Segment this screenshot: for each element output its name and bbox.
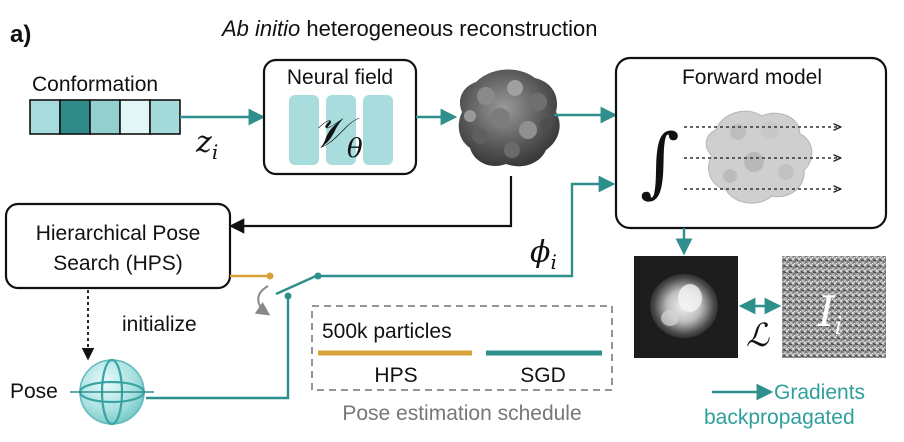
- arrow-pose-to-forward: [318, 175, 616, 278]
- hps-line-1: Hierarchical Pose: [36, 222, 201, 245]
- schedule-particles: 500k particles: [322, 320, 452, 343]
- title-italic: Ab initio: [220, 16, 300, 41]
- panel-label: a): [10, 21, 31, 48]
- pose-phi: ϕ: [530, 235, 550, 270]
- neural-field-label: Neural field: [287, 66, 393, 89]
- pose-to-switch-line: [146, 296, 290, 400]
- hps-box: [4, 202, 232, 290]
- latent-sub: i: [212, 140, 218, 164]
- latent-symbol: zi: [195, 125, 218, 164]
- conformation-cell: [29, 99, 61, 135]
- observed-image: Ii: [782, 256, 886, 358]
- title-rest: heterogeneous reconstruction: [300, 16, 597, 41]
- conformation-cell: [149, 99, 181, 135]
- initialize-label: initialize: [122, 313, 197, 336]
- conformation-cell: [119, 99, 151, 135]
- gradients-line-1: Gradients: [774, 381, 865, 404]
- schedule-hps-label: HPS: [374, 364, 417, 387]
- pose-label: Pose: [10, 380, 58, 403]
- observed-sub: i: [835, 312, 843, 340]
- conformation-cell: [59, 99, 91, 135]
- loss-symbol: ℒ: [746, 316, 770, 354]
- conformation-vector: [29, 99, 181, 135]
- conformation-cell: [89, 99, 121, 135]
- diagram-title: Ab initio heterogeneous reconstruction: [220, 16, 597, 41]
- integral-symbol: ∫: [640, 117, 680, 206]
- arrow-volume-to-hps: [228, 176, 513, 234]
- schedule-sgd-label: SGD: [520, 364, 566, 387]
- projected-image: [634, 256, 738, 358]
- forward-model-label: Forward model: [682, 66, 822, 89]
- observed-i: I: [817, 287, 836, 336]
- field-layer-3: [363, 95, 393, 165]
- schedule-caption: Pose estimation schedule: [342, 402, 581, 425]
- schedule-box: [311, 305, 613, 391]
- observed-symbol: Ii: [817, 287, 842, 340]
- forward-protein: [705, 110, 813, 204]
- field-theta: θ: [347, 134, 363, 164]
- pose-sphere: [70, 358, 154, 426]
- conformation-label: Conformation: [32, 73, 158, 96]
- switch-contact-hps: [266, 272, 274, 280]
- latent-z: z: [195, 125, 212, 160]
- pose-phi-sub: i: [550, 250, 556, 274]
- field-layer-2: [326, 95, 356, 165]
- field-layer-1: [289, 95, 319, 165]
- protein-volume: [458, 69, 560, 167]
- pose-param-symbol: ϕi: [530, 235, 557, 274]
- switch-rotate-arrow: [254, 285, 271, 316]
- switch-contact-sgd: [284, 292, 292, 300]
- switch-blade: [275, 274, 317, 296]
- hps-line-2: Search (HPS): [53, 252, 183, 275]
- gradients-line-2: backpropagated: [704, 406, 855, 429]
